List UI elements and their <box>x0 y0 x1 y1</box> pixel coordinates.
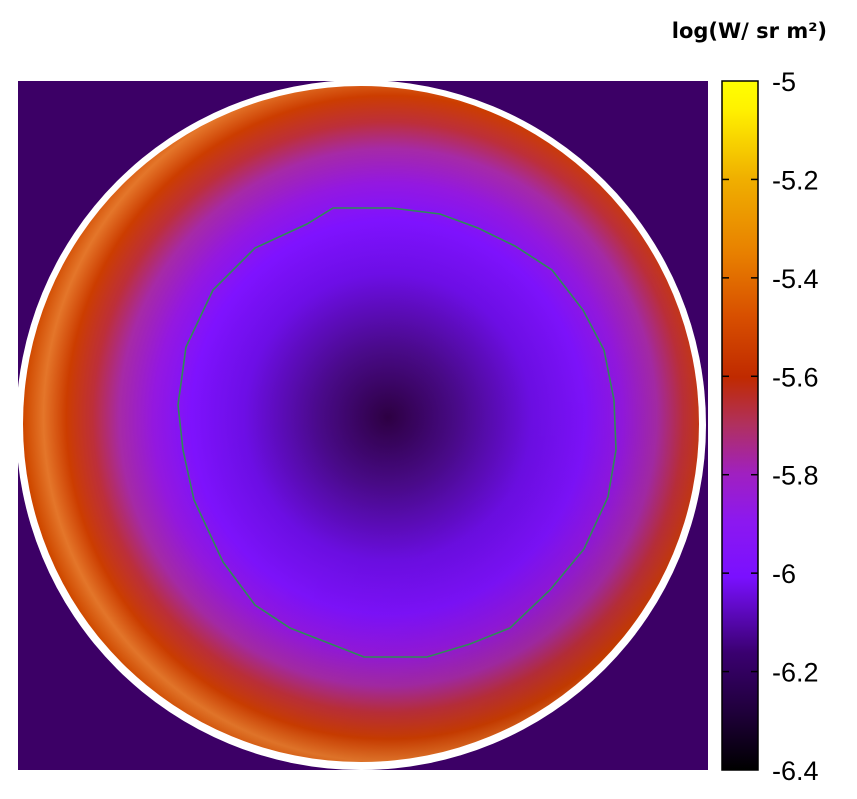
colorbar: -5 -5.2 -5.4 -5.6 -5.8 -6 -6.2 -6.4 <box>721 67 819 786</box>
colorbar-tick-label: -6.2 <box>772 658 819 688</box>
contour-line <box>177 207 617 658</box>
colorbar-tick-label: -5.2 <box>772 165 819 195</box>
colorbar-tick-label: -5.4 <box>772 264 819 294</box>
colorbar-tick-label: -5 <box>772 67 796 97</box>
colorbar-ticks <box>722 178 758 673</box>
colorbar-tick-label: -6.4 <box>772 756 819 786</box>
colorbar-tick-labels: -5 -5.2 -5.4 -5.6 -5.8 -6 -6.2 -6.4 <box>772 67 819 786</box>
heatmap-panel <box>18 81 708 770</box>
colorbar-gradient-strip <box>721 80 759 771</box>
colorbar-tick-label: -5.6 <box>772 362 819 392</box>
colorbar-unit-label: log(W/ sr m²) <box>672 19 827 43</box>
colorbar-tick-label: -5.8 <box>772 461 819 491</box>
disk-shading <box>23 86 699 762</box>
colorbar-tick-label: -6 <box>772 559 796 589</box>
